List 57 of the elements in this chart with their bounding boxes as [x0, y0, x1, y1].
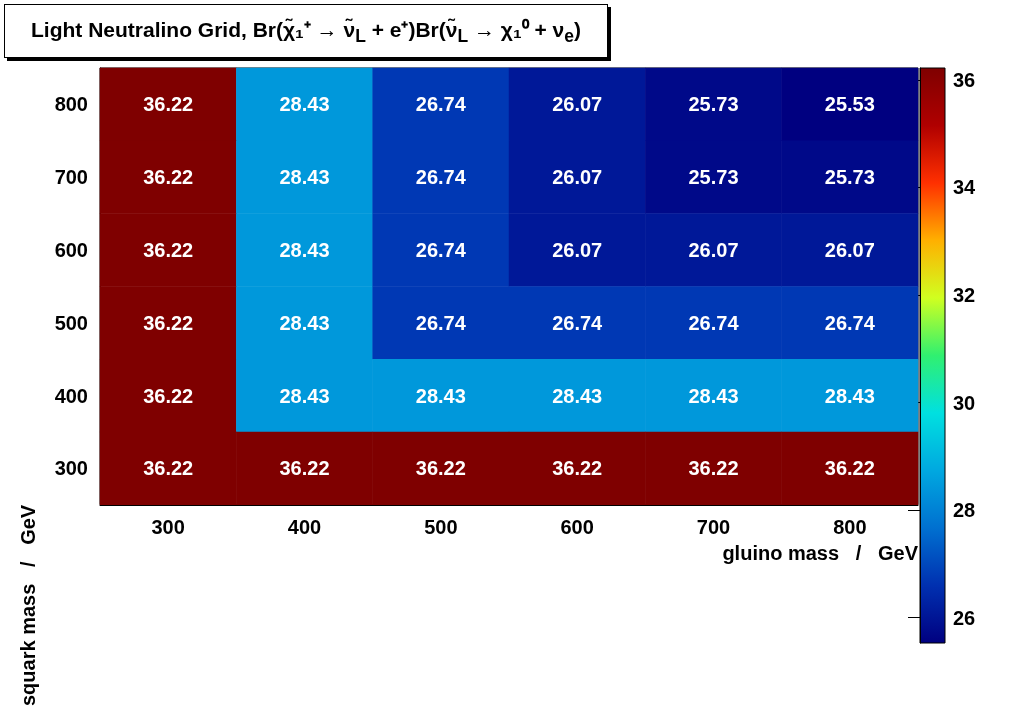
color-bar-label: 32	[953, 283, 976, 306]
data-label: 26.07	[552, 239, 603, 261]
data-label: 28.43	[279, 311, 330, 334]
data-label: 28.43	[279, 166, 330, 189]
data-label: 36.22	[824, 457, 875, 480]
y-tick-label: 600	[54, 239, 88, 261]
data-label: 26.74	[688, 311, 740, 334]
chart-title: Light Neutralino Grid, Br(χ̃₁⁺ → ν̃$_{L}$ + e⁺)Br(ν̃$_{L}$ → χ₁⁰ + ν$_{e}$)	[4, 4, 608, 59]
data-label: 26.74	[824, 311, 876, 334]
y-tick-label: 500	[54, 311, 88, 334]
x-tick-label: 700	[696, 515, 731, 538]
data-label: 25.73	[824, 166, 875, 189]
color-bar-label: 30	[953, 391, 976, 414]
color-bar-label: 34	[953, 176, 977, 199]
y-axis-title: squark mass / GeV	[17, 504, 39, 707]
y-tick-label: 400	[54, 384, 88, 407]
data-label: 25.53	[824, 93, 875, 116]
data-label: 36.22	[143, 457, 194, 480]
data-label: 26.74	[415, 311, 467, 334]
data-label: 26.07	[824, 239, 875, 261]
data-label: 28.43	[824, 384, 875, 407]
x-tick-label: 500	[424, 515, 458, 538]
color-bar-label: 26	[953, 606, 976, 629]
data-label: 25.73	[688, 166, 739, 189]
data-label: 36.22	[143, 166, 194, 189]
data-label: 25.73	[688, 93, 739, 116]
data-label: 26.74	[415, 239, 467, 261]
x-tick-label: 600	[560, 515, 594, 538]
x-tick-label: 800	[833, 515, 867, 538]
data-label: 36.22	[143, 239, 194, 261]
data-label: 28.43	[279, 239, 330, 261]
data-label: 26.74	[552, 311, 604, 334]
data-label: 36.22	[279, 457, 330, 480]
data-label: 26.74	[415, 93, 467, 116]
data-label: 26.07	[552, 166, 603, 189]
color-bar-label: 28	[953, 499, 976, 522]
x-axis-title: gluino mass / GeV	[722, 541, 919, 564]
data-label: 36.22	[143, 384, 194, 407]
data-label: 28.43	[279, 384, 330, 407]
x-tick-label: 400	[287, 515, 322, 538]
data-label: 28.43	[279, 93, 330, 116]
y-tick-label: 700	[54, 166, 88, 189]
data-label: 28.43	[415, 384, 466, 407]
y-tick-label: 300	[54, 457, 88, 480]
data-label: 36.22	[143, 311, 194, 334]
data-label: 28.43	[688, 384, 739, 407]
color-bar-label: 36	[953, 68, 976, 91]
data-label: 36.22	[143, 93, 194, 116]
y-tick-label: 800	[54, 93, 88, 116]
data-label: 36.22	[415, 457, 466, 480]
data-label: 26.07	[688, 239, 739, 261]
data-label: 28.43	[552, 384, 603, 407]
data-label: 36.22	[688, 457, 739, 480]
data-label: 26.74	[415, 166, 467, 189]
data-label: 26.07	[552, 93, 603, 116]
x-tick-label: 300	[151, 515, 185, 538]
data-label: 36.22	[552, 457, 603, 480]
